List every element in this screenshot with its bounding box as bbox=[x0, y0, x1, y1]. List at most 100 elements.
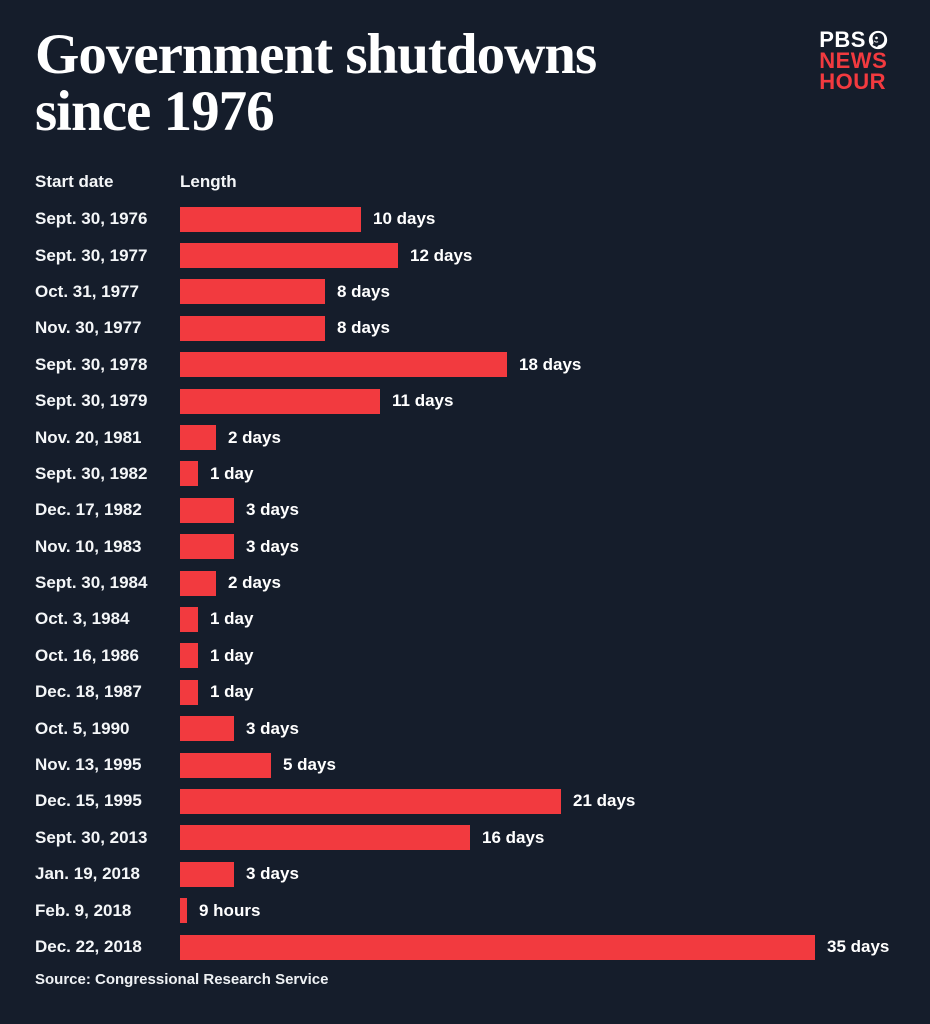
bar-track: 2 days bbox=[180, 419, 895, 455]
shutdown-row: Sept. 30, 1978 18 days bbox=[35, 347, 895, 383]
shutdown-row: Dec. 22, 2018 35 days bbox=[35, 929, 895, 965]
shutdown-row: Sept. 30, 1977 12 days bbox=[35, 237, 895, 273]
bar-track: 5 days bbox=[180, 747, 895, 783]
pbs-newshour-logo: PBS NEWS HOUR bbox=[819, 29, 888, 93]
bar-track: 3 days bbox=[180, 710, 895, 746]
length-value-label: 1 day bbox=[210, 645, 254, 665]
length-bar bbox=[180, 243, 398, 269]
bar-track: 16 days bbox=[180, 820, 895, 856]
start-date-label: Nov. 20, 1981 bbox=[35, 427, 142, 447]
length-value-label: 8 days bbox=[337, 281, 390, 301]
start-date-label: Oct. 31, 1977 bbox=[35, 281, 139, 301]
start-date-label: Sept. 30, 1977 bbox=[35, 245, 148, 265]
length-value-label: 10 days bbox=[373, 209, 436, 229]
bar-track: 3 days bbox=[180, 529, 895, 565]
bar-track: 1 day bbox=[180, 456, 895, 492]
start-date-label: Dec. 15, 1995 bbox=[35, 791, 142, 811]
bar-track: 10 days bbox=[180, 201, 895, 237]
start-date-label: Sept. 30, 1976 bbox=[35, 209, 148, 229]
bar-track: 1 day bbox=[180, 601, 895, 637]
start-date-label: Oct. 3, 1984 bbox=[35, 609, 130, 629]
header: Government shutdowns since 1976 PBS NEWS … bbox=[0, 0, 930, 140]
length-value-label: 5 days bbox=[283, 755, 336, 775]
length-value-label: 1 day bbox=[210, 609, 254, 629]
length-value-label: 35 days bbox=[827, 937, 890, 956]
length-bar bbox=[180, 606, 198, 632]
title-line-2: since 1976 bbox=[35, 80, 275, 143]
length-value-label: 3 days bbox=[246, 536, 299, 556]
length-bar bbox=[180, 315, 325, 341]
length-bar bbox=[180, 570, 216, 596]
bar-track: 11 days bbox=[180, 383, 895, 419]
length-bar bbox=[180, 206, 361, 232]
shutdown-row: Dec. 18, 1987 1 day bbox=[35, 674, 895, 710]
length-bar bbox=[180, 898, 187, 924]
length-value-label: 18 days bbox=[519, 354, 582, 374]
bar-chart: Sept. 30, 1976 10 days Sept. 30, 1977 12 da… bbox=[0, 201, 930, 965]
length-bar bbox=[180, 534, 234, 560]
title-line-1: Government shutdowns bbox=[35, 23, 597, 86]
bar-track: 3 days bbox=[180, 856, 895, 892]
shutdown-row: Dec. 17, 1982 3 days bbox=[35, 492, 895, 528]
length-value-label: 2 days bbox=[228, 573, 281, 593]
shutdown-row: Dec. 15, 1995 21 days bbox=[35, 783, 895, 819]
start-date-label: Dec. 17, 1982 bbox=[35, 500, 142, 520]
length-bar bbox=[180, 752, 271, 778]
length-value-label: 21 days bbox=[573, 791, 636, 811]
bar-track: 1 day bbox=[180, 638, 895, 674]
shutdown-row: Nov. 30, 1977 8 days bbox=[35, 310, 895, 346]
start-date-label: Feb. 9, 2018 bbox=[35, 900, 132, 920]
shutdown-row: Feb. 9, 2018 9 hours bbox=[35, 892, 895, 928]
shutdown-row: Sept. 30, 1976 10 days bbox=[35, 201, 895, 237]
length-bar bbox=[180, 716, 234, 742]
start-date-label: Oct. 5, 1990 bbox=[35, 718, 130, 738]
length-value-label: 3 days bbox=[246, 864, 299, 884]
start-date-label: Sept. 30, 1978 bbox=[35, 354, 148, 374]
length-bar bbox=[180, 679, 198, 705]
shutdown-row: Oct. 3, 1984 1 day bbox=[35, 601, 895, 637]
column-header-length: Length bbox=[180, 172, 237, 191]
shutdown-row: Oct. 5, 1990 3 days bbox=[35, 710, 895, 746]
shutdown-row: Sept. 30, 1984 2 days bbox=[35, 565, 895, 601]
bar-track: 3 days bbox=[180, 492, 895, 528]
start-date-label: Nov. 30, 1977 bbox=[35, 318, 142, 338]
shutdown-row: Nov. 13, 1995 5 days bbox=[35, 747, 895, 783]
start-date-label: Nov. 13, 1995 bbox=[35, 755, 142, 775]
shutdown-row: Sept. 30, 2013 16 days bbox=[35, 820, 895, 856]
shutdown-row: Oct. 31, 1977 8 days bbox=[35, 274, 895, 310]
shutdown-row: Sept. 30, 1982 1 day bbox=[35, 456, 895, 492]
logo-pbs-line: PBS bbox=[819, 29, 888, 51]
length-value-label: 3 days bbox=[246, 718, 299, 738]
bar-track: 2 days bbox=[180, 565, 895, 601]
length-value-label: 11 days bbox=[392, 391, 454, 411]
start-date-label: Dec. 22, 2018 bbox=[35, 937, 142, 956]
bar-track: 12 days bbox=[180, 237, 895, 273]
bar-track: 8 days bbox=[180, 310, 895, 346]
source-attribution: Source: Congressional Research Service bbox=[35, 971, 329, 989]
start-date-label: Nov. 10, 1983 bbox=[35, 536, 142, 556]
bar-track: 9 hours bbox=[180, 892, 895, 928]
column-headers: Start date Length bbox=[0, 172, 930, 192]
length-bar bbox=[180, 388, 380, 414]
length-bar bbox=[180, 861, 234, 887]
length-value-label: 16 days bbox=[482, 827, 545, 847]
start-date-label: Sept. 30, 1984 bbox=[35, 573, 148, 593]
length-value-label: 3 days bbox=[246, 500, 299, 520]
bar-track: 1 day bbox=[180, 674, 895, 710]
length-value-label: 1 day bbox=[210, 682, 254, 702]
length-value-label: 8 days bbox=[337, 318, 390, 338]
length-value-label: 12 days bbox=[410, 245, 473, 265]
shutdown-row: Sept. 30, 1979 11 days bbox=[35, 383, 895, 419]
start-date-label: Jan. 19, 2018 bbox=[35, 864, 140, 884]
length-bar bbox=[180, 425, 216, 451]
length-bar bbox=[180, 788, 561, 814]
start-date-label: Oct. 16, 1986 bbox=[35, 645, 139, 665]
length-bar bbox=[180, 279, 325, 305]
length-bar bbox=[180, 825, 470, 851]
start-date-label: Sept. 30, 1979 bbox=[35, 391, 148, 411]
length-bar bbox=[180, 497, 234, 523]
start-date-label: Dec. 18, 1987 bbox=[35, 682, 142, 702]
start-date-label: Sept. 30, 2013 bbox=[35, 827, 148, 847]
pbs-face-icon bbox=[868, 30, 888, 50]
